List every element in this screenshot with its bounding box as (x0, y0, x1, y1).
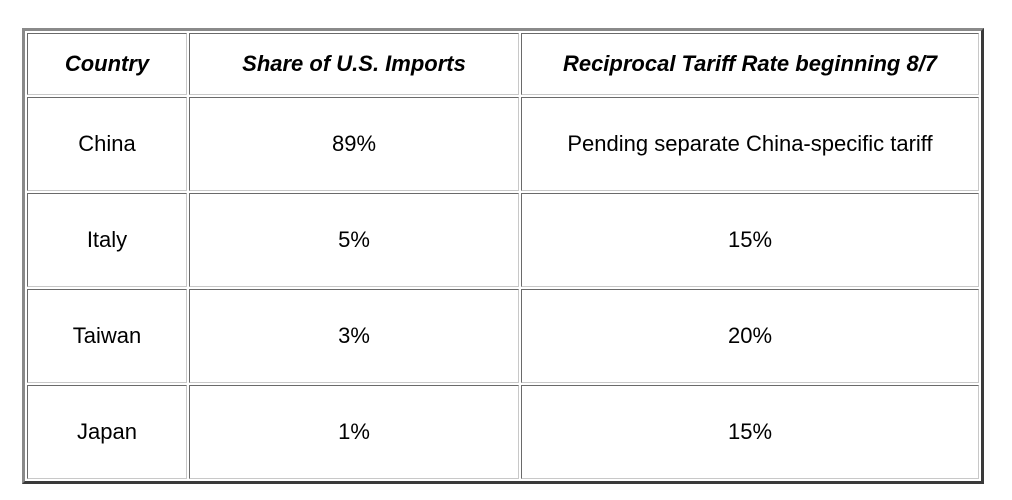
table-row: Japan 1% 15% (27, 385, 979, 479)
table-row: China 89% Pending separate China-specifi… (27, 97, 979, 191)
cell-country: Italy (27, 193, 187, 287)
cell-share: 5% (189, 193, 519, 287)
cell-country: China (27, 97, 187, 191)
cell-tariff: Pending separate China-specific tariff (521, 97, 979, 191)
header-tariff-rate: Reciprocal Tariff Rate beginning 8/7 (521, 33, 979, 95)
tariff-table-frame: Country Share of U.S. Imports Reciprocal… (22, 28, 984, 484)
cell-share: 89% (189, 97, 519, 191)
cell-tariff: 20% (521, 289, 979, 383)
cell-country: Taiwan (27, 289, 187, 383)
tariff-table: Country Share of U.S. Imports Reciprocal… (25, 31, 981, 481)
header-country: Country (27, 33, 187, 95)
table-row: Taiwan 3% 20% (27, 289, 979, 383)
header-share-of-imports: Share of U.S. Imports (189, 33, 519, 95)
cell-tariff: 15% (521, 193, 979, 287)
table-row: Italy 5% 15% (27, 193, 979, 287)
cell-country: Japan (27, 385, 187, 479)
cell-share: 3% (189, 289, 519, 383)
cell-share: 1% (189, 385, 519, 479)
cell-tariff: 15% (521, 385, 979, 479)
table-header-row: Country Share of U.S. Imports Reciprocal… (27, 33, 979, 95)
